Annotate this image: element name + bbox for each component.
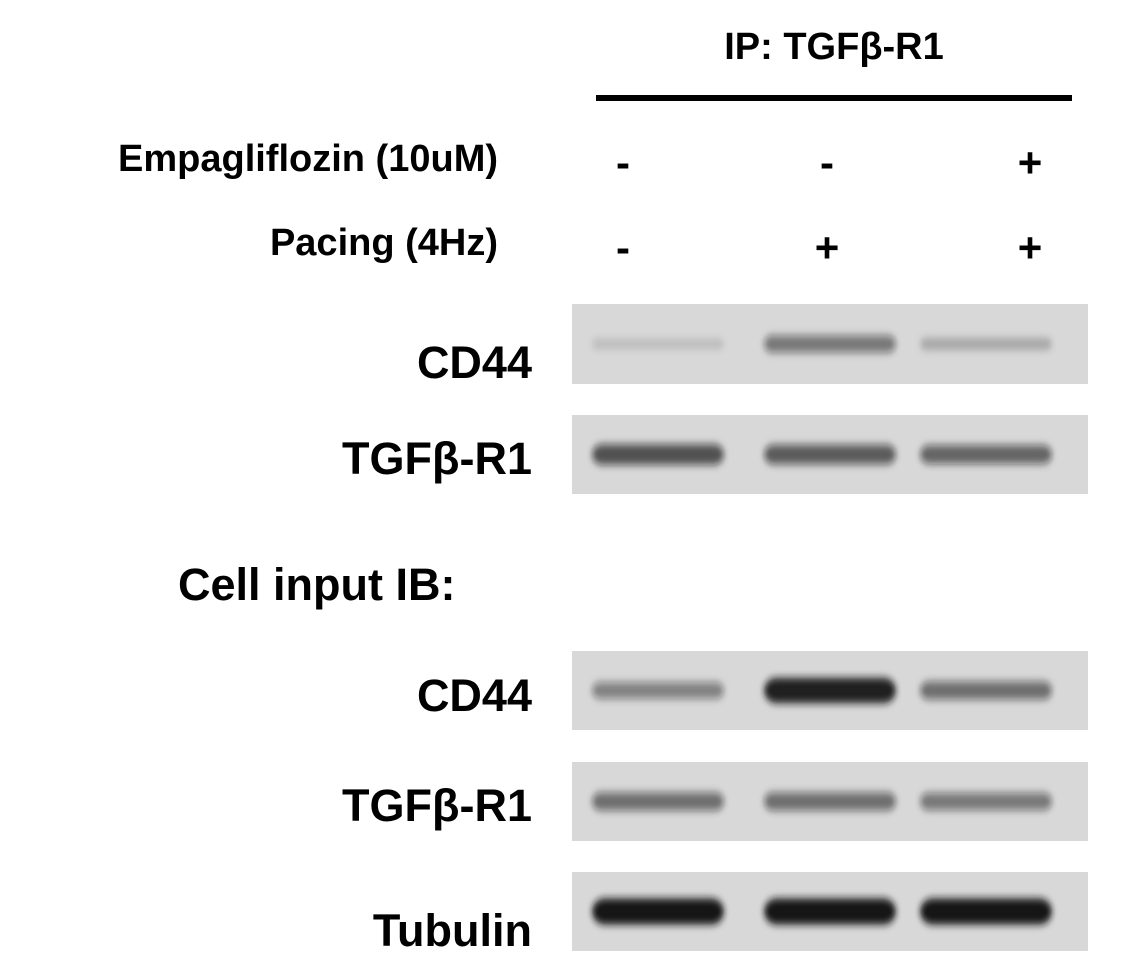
band-lane-3 <box>920 899 1052 925</box>
blot-svg <box>572 872 1088 951</box>
band-lane-1 <box>592 682 724 698</box>
band-lane-2 <box>764 335 896 352</box>
band-lane-3 <box>920 338 1052 350</box>
lane-2-pacing-sign: + <box>797 227 857 269</box>
ip-cd44-label: CD44 <box>417 340 532 385</box>
condition-label-pacing: Pacing (4Hz) <box>270 224 498 262</box>
lane-1-empagliflozin-sign: - <box>593 142 653 184</box>
input-tgfbr1-label: TGFβ-R1 <box>342 783 532 828</box>
blot-svg <box>572 304 1088 384</box>
blot-svg <box>572 762 1088 841</box>
input-tubulin-label: Tubulin <box>373 908 532 953</box>
ip-header: IP: TGFβ-R1 <box>598 28 1070 66</box>
band-lane-3 <box>920 445 1052 464</box>
input-cd44-blot <box>572 651 1088 730</box>
lane-3-pacing-sign: + <box>1000 227 1060 269</box>
lane-2-empagliflozin-sign: - <box>797 142 857 184</box>
blot-svg <box>572 651 1088 730</box>
ip-tgfbr1-blot <box>572 415 1088 494</box>
input-tubulin-blot <box>572 872 1088 951</box>
band-lane-2 <box>764 678 896 703</box>
lane-1-pacing-sign: - <box>593 227 653 269</box>
lane-3-empagliflozin-sign: + <box>1000 142 1060 184</box>
blot-svg <box>572 415 1088 494</box>
ip-cd44-blot <box>572 304 1088 384</box>
band-lane-1 <box>592 339 724 350</box>
band-lane-1 <box>592 444 724 464</box>
band-lane-1 <box>592 899 724 925</box>
band-lane-2 <box>764 899 896 925</box>
band-lane-1 <box>592 793 724 811</box>
ip-tgfbr1-label: TGFβ-R1 <box>342 436 532 481</box>
band-lane-3 <box>920 793 1052 810</box>
section-label-cell-input: Cell input IB: <box>178 562 455 607</box>
ip-bracket-line <box>596 95 1072 101</box>
input-tgfbr1-blot <box>572 762 1088 841</box>
band-lane-3 <box>920 682 1052 700</box>
input-cd44-label: CD44 <box>417 673 532 718</box>
band-lane-2 <box>764 793 896 811</box>
condition-label-empagliflozin: Empagliflozin (10uM) <box>118 140 498 178</box>
band-lane-2 <box>764 445 896 465</box>
